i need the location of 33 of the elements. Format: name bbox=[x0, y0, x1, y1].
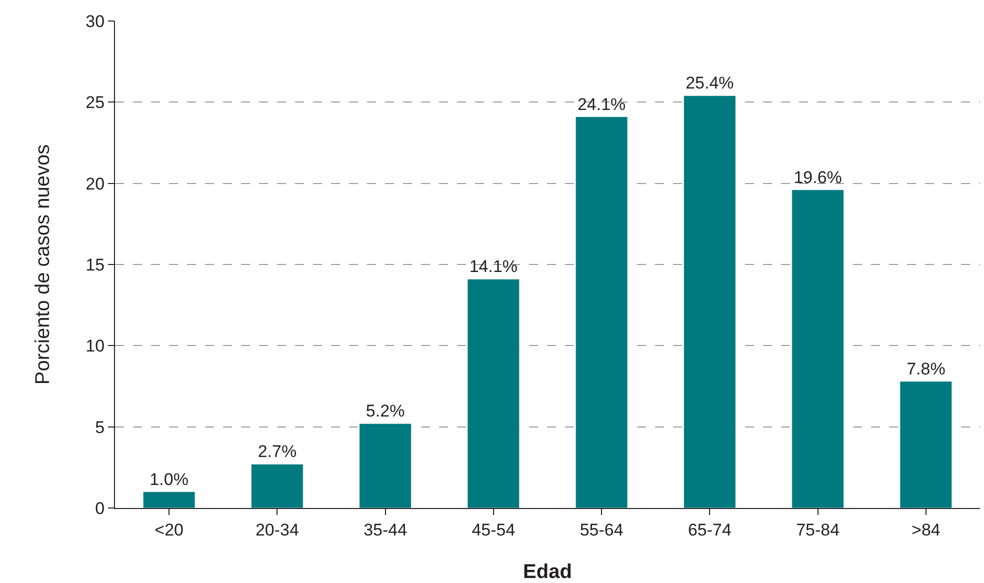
data-label: 2.7% bbox=[258, 442, 297, 462]
bar bbox=[142, 492, 196, 508]
bar bbox=[467, 278, 520, 508]
bar bbox=[900, 381, 952, 508]
data-label: 7.8% bbox=[906, 359, 946, 378]
y-tick-label: 0 bbox=[95, 498, 105, 518]
x-axis-title: Edad bbox=[523, 560, 572, 583]
x-tick-label: >84 bbox=[912, 520, 940, 540]
bar bbox=[250, 464, 304, 508]
x-tick-label: <20 bbox=[154, 520, 184, 540]
data-label: 24.1% bbox=[577, 94, 626, 114]
data-label: 1.0% bbox=[150, 470, 188, 489]
x-tick-label: 35-44 bbox=[364, 520, 408, 540]
y-tick-label: 30 bbox=[86, 12, 105, 31]
y-tick-label: 5 bbox=[95, 418, 105, 437]
y-tick-label: 10 bbox=[86, 336, 105, 356]
y-tick-label: 15 bbox=[86, 255, 105, 274]
data-label: 19.6% bbox=[794, 168, 842, 187]
x-tick-label: 75-84 bbox=[796, 520, 840, 540]
x-tick-label: 65-74 bbox=[688, 520, 732, 540]
data-label: 14.1% bbox=[469, 257, 518, 276]
bar bbox=[575, 116, 628, 508]
x-tick-label: 20-34 bbox=[255, 520, 299, 540]
y-tick-label: 25 bbox=[86, 93, 105, 112]
x-tick-label: 45-54 bbox=[472, 520, 516, 540]
y-tick-label: 20 bbox=[86, 174, 105, 194]
bar bbox=[683, 95, 736, 508]
data-label: 5.2% bbox=[366, 402, 405, 421]
bar bbox=[792, 190, 844, 508]
data-label: 25.4% bbox=[686, 74, 734, 93]
bar bbox=[359, 423, 412, 508]
x-tick-label: 55-64 bbox=[580, 520, 624, 540]
y-axis-title: Porciento de casos nuevos bbox=[32, 144, 54, 385]
